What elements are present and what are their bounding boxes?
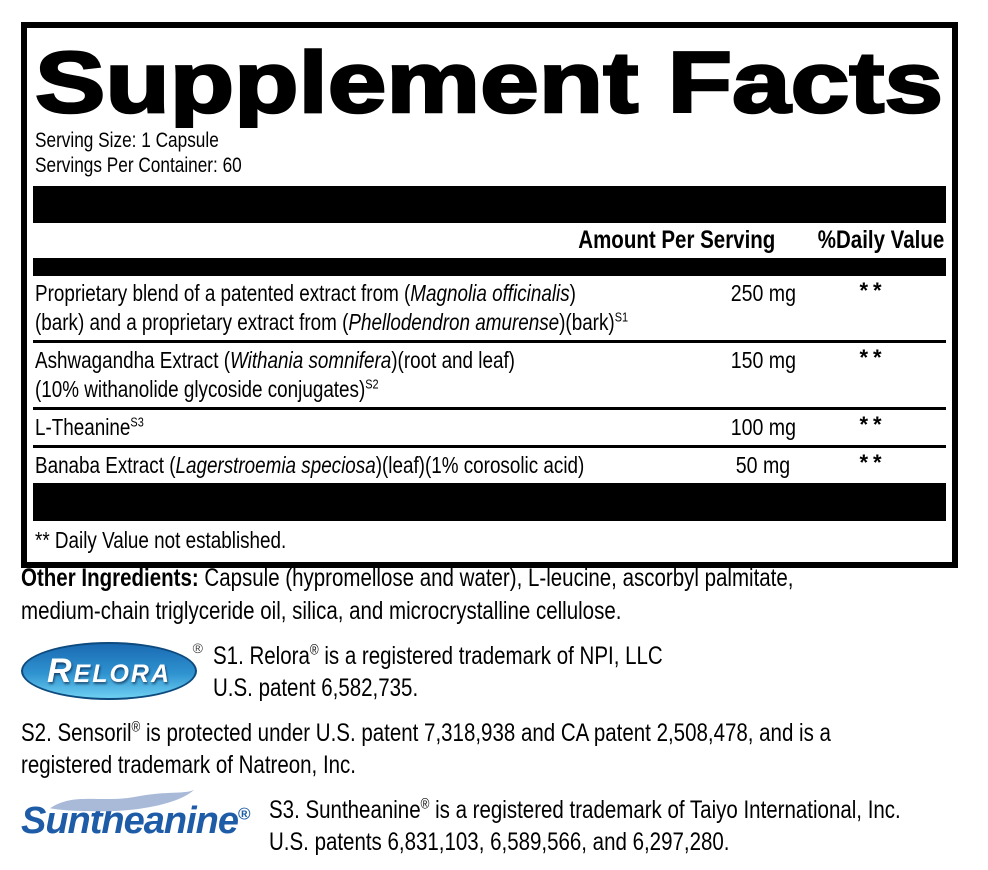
suntheanine-logo: Suntheanine® (21, 789, 253, 843)
ingredient-amount: 250 mg (730, 280, 796, 306)
sensoril-trademark-text: S2. Sensoril® is protected under U.S. pa… (21, 719, 831, 779)
ingredient-amount: 150 mg (730, 347, 796, 373)
relora-trademark-text: S1. Relora® is a registered trademark of… (213, 642, 663, 702)
amount-per-serving-header: Amount Per Serving (578, 226, 776, 254)
ingredient-daily-value: ** (859, 345, 887, 370)
table-row: Proprietary blend of a patented extract … (33, 276, 946, 343)
ingredient-daily-value: ** (859, 450, 887, 475)
table-row: L-TheanineS3 100 mg ** (33, 410, 946, 448)
column-header-row: Amount Per Serving %Daily Value (33, 223, 946, 258)
divider-bar-bottom (33, 483, 946, 521)
relora-trademark-section: RELORA ® S1. Relora® is a registered tra… (21, 640, 761, 704)
ingredient-daily-value: ** (859, 278, 887, 303)
ingredient-name: Banaba Extract (Lagerstroemia speciosa)(… (35, 452, 585, 478)
panel-title-art: Supplement Facts (35, 36, 944, 128)
panel-title: Supplement Facts (35, 36, 943, 128)
relora-logo: RELORA ® (21, 640, 203, 700)
ingredient-name: Ashwagandha Extract (Withania somnifera)… (35, 347, 515, 402)
servings-per-container-line: Servings Per Container: 60 (35, 154, 242, 177)
suntheanine-registered-icon: ® (238, 804, 250, 824)
ingredient-name: L-TheanineS3 (35, 414, 144, 440)
relora-registered-icon: ® (192, 640, 203, 656)
ingredient-daily-value: ** (859, 412, 887, 437)
supplement-facts-panel: Supplement Facts Serving Size: 1 Capsule… (21, 22, 958, 568)
divider-bar-top (33, 186, 946, 223)
suntheanine-trademark-section: Suntheanine® S3. Suntheanine® is a regis… (21, 789, 988, 858)
relora-logo-text: RELORA (46, 651, 172, 690)
daily-value-footnote: ** Daily Value not established. (35, 527, 287, 553)
sensoril-trademark-section: S2. Sensoril® is protected under U.S. pa… (21, 717, 988, 781)
daily-value-header: %Daily Value (817, 226, 944, 254)
serving-size-line: Serving Size: 1 Capsule (35, 129, 219, 152)
ingredient-name: Proprietary blend of a patented extract … (35, 280, 629, 335)
table-row: Ashwagandha Extract (Withania somnifera)… (33, 343, 946, 410)
ingredient-amount: 100 mg (730, 414, 796, 440)
divider-bar-header (33, 258, 946, 276)
ingredient-amount: 50 mg (735, 452, 791, 478)
table-row: Banaba Extract (Lagerstroemia speciosa)(… (33, 448, 946, 483)
other-ingredients: Other Ingredients: Capsule (hypromellose… (21, 564, 794, 625)
suntheanine-swoosh-icon (50, 789, 194, 812)
suntheanine-trademark-text: S3. Suntheanine® is a registered tradema… (269, 796, 901, 856)
